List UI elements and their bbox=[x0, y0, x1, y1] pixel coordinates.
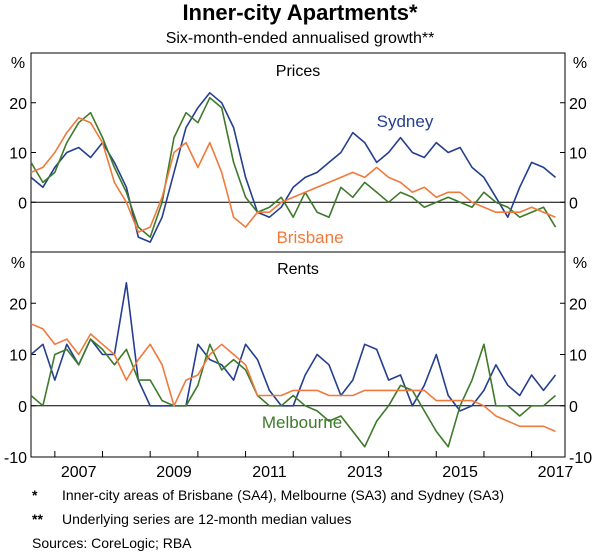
series-line-sydney-rents bbox=[30, 281, 557, 412]
x-tick-label: 2007 bbox=[61, 464, 97, 481]
unit-right-prices: % bbox=[573, 55, 587, 72]
unit-right-rents: % bbox=[573, 255, 587, 272]
y-tick-label-left: -10 bbox=[4, 450, 27, 467]
footnote-2: ** Underlying series are 12-month median … bbox=[32, 511, 351, 527]
y-tick-label-right: 10 bbox=[569, 348, 587, 365]
series-line-sydney-prices bbox=[30, 92, 557, 243]
label-brisbane: Brisbane bbox=[276, 228, 343, 247]
y-tick-label-right: 20 bbox=[569, 96, 587, 113]
series-line-melbourne-rents bbox=[30, 338, 557, 448]
footnote-1: * Inner-city areas of Brisbane (SA4), Mel… bbox=[32, 487, 504, 503]
y-tick-label-right: 0 bbox=[569, 399, 578, 416]
unit-left-prices: % bbox=[11, 55, 25, 72]
x-tick-label: 2017 bbox=[538, 464, 574, 481]
y-tick-label-left: 0 bbox=[18, 195, 27, 212]
sources-note: Sources: CoreLogic; RBA bbox=[32, 535, 192, 551]
y-tick-label-left: 0 bbox=[18, 399, 27, 416]
y-tick-label-left: 10 bbox=[9, 348, 27, 365]
series-line-melbourne-prices bbox=[30, 97, 557, 238]
series-line-brisbane-rents bbox=[30, 323, 556, 433]
x-tick-label: 2011 bbox=[252, 464, 287, 481]
y-tick-label-left: 20 bbox=[9, 296, 27, 313]
y-tick-label-right: -10 bbox=[569, 450, 592, 467]
label-sydney: Sydney bbox=[377, 112, 434, 131]
x-tick-label: 2015 bbox=[442, 464, 478, 481]
chart-title: Inner-city Apartments* bbox=[182, 0, 418, 25]
panel-title-prices: Prices bbox=[276, 63, 320, 80]
footnote-1-mark: * bbox=[32, 487, 38, 503]
series-line-brisbane-prices bbox=[30, 116, 556, 233]
label-melbourne: Melbourne bbox=[262, 413, 342, 432]
x-tick-label: 2013 bbox=[347, 464, 383, 481]
unit-left-rents: % bbox=[11, 255, 25, 272]
chart-subtitle: Six-month-ended annualised growth** bbox=[166, 30, 435, 47]
y-tick-label-left: 20 bbox=[9, 96, 27, 113]
x-tick-label: 2009 bbox=[156, 464, 192, 481]
footnote-1-text: Inner-city areas of Brisbane (SA4), Melb… bbox=[62, 487, 504, 503]
footnote-2-text: Underlying series are 12-month median va… bbox=[62, 511, 352, 527]
y-tick-label-right: 0 bbox=[569, 195, 578, 212]
y-tick-label-right: 10 bbox=[569, 146, 587, 163]
footnote-2-mark: ** bbox=[32, 511, 43, 527]
y-tick-label-right: 20 bbox=[569, 296, 587, 313]
y-tick-label-left: 10 bbox=[9, 146, 27, 163]
panel-title-rents: Rents bbox=[277, 261, 319, 278]
plot-frame bbox=[30, 52, 566, 458]
